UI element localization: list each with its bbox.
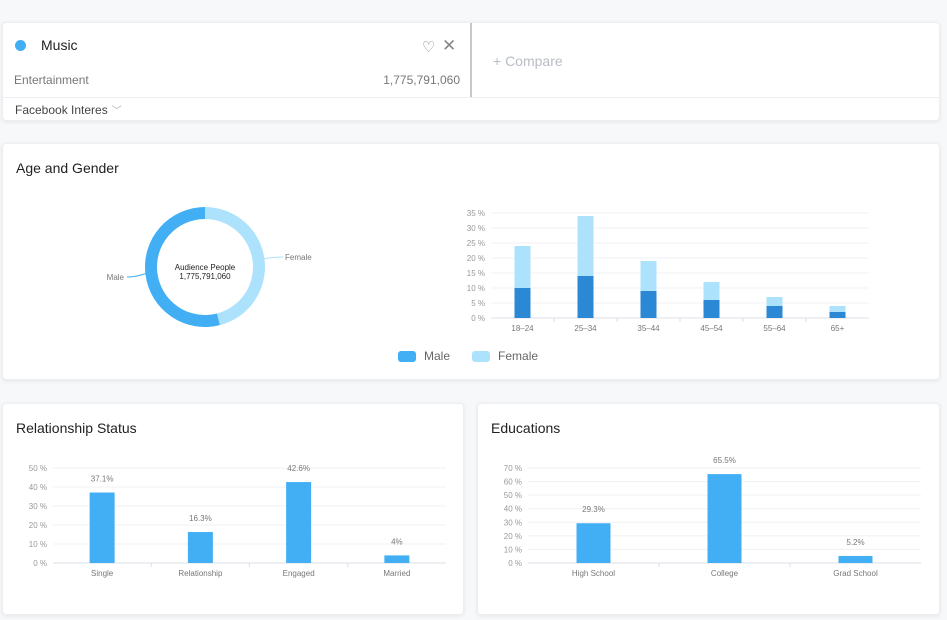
y-tick-label: 5 % — [471, 299, 485, 308]
donut-center-value: 1,775,791,060 — [179, 272, 231, 281]
x-tick-label: 65+ — [831, 324, 845, 333]
card-title: Educations — [491, 420, 561, 436]
legend-label: Female — [498, 349, 539, 363]
data-label: 4% — [391, 537, 403, 546]
x-tick-label: 55–64 — [763, 324, 786, 333]
bar — [286, 482, 312, 563]
legend-male[interactable]: Male — [398, 349, 450, 363]
x-tick-label: Relationship — [178, 569, 223, 578]
x-tick-label: 18–24 — [511, 324, 534, 333]
y-tick-label: 60 % — [504, 478, 522, 487]
y-tick-label: 30 % — [29, 502, 47, 511]
age-bar-chart: 0 % 5 % 10 % 15 % 20 % 25 % 30 % 35 % 18–24 25–34… — [467, 209, 869, 333]
data-label: 37.1% — [91, 475, 114, 484]
y-tick-label: 25 % — [467, 239, 485, 248]
x-tick-label: High School — [572, 569, 615, 578]
bar-female — [577, 216, 594, 276]
interest-category: Entertainment — [14, 73, 89, 87]
y-tick-label: 20 % — [504, 532, 522, 541]
donut-center-title: Audience People — [175, 263, 236, 272]
bar-male — [829, 312, 846, 318]
bar — [707, 474, 742, 563]
legend-female[interactable]: Female — [472, 349, 538, 363]
close-icon[interactable]: ✕ — [442, 36, 457, 55]
education-bar-chart: 0 % 10 % 20 % 30 % 40 % 50 % 60 % 70 % High Scho… — [504, 456, 921, 578]
interest-color-dot — [15, 40, 26, 51]
bar-male — [514, 288, 531, 318]
bar-male — [640, 291, 657, 318]
legend-swatch — [398, 350, 416, 362]
card-title: Age and Gender — [16, 160, 119, 176]
leader-line — [262, 256, 284, 260]
y-tick-label: 0 % — [33, 559, 47, 568]
source-dropdown[interactable]: Facebook Interes ﹀ — [15, 102, 122, 117]
data-label: 16.3% — [189, 514, 212, 523]
y-tick-label: 0 % — [508, 559, 522, 568]
source-label: Facebook Interes — [15, 103, 108, 117]
heart-icon[interactable]: ♡ — [422, 39, 436, 56]
donut-label-male: Male — [107, 273, 125, 282]
x-tick-label: College — [711, 569, 739, 578]
y-tick-label: 0 % — [471, 314, 485, 323]
y-tick-label: 40 % — [504, 505, 522, 514]
bar-female — [640, 261, 657, 291]
donut-slice-female — [205, 207, 266, 326]
chart-legend: Male Female — [398, 349, 538, 363]
age-gender-card: Age and Gender Female Male Audience People… — [2, 143, 940, 380]
x-tick-label: 45–54 — [700, 324, 723, 333]
education-card: Educations 0 % 10 % 20 % 30 % 40 % 50 % 60 % 70… — [477, 403, 940, 615]
y-tick-label: 35 % — [467, 209, 485, 218]
y-tick-label: 70 % — [504, 464, 522, 473]
x-tick-label: 25–34 — [574, 324, 597, 333]
x-tick-label: Grad School — [833, 569, 878, 578]
y-tick-label: 30 % — [504, 518, 522, 527]
bar-male — [766, 306, 783, 318]
audience-count: 1,775,791,060 — [383, 73, 460, 87]
x-tick-label: Married — [383, 569, 410, 578]
donut-slice-male — [145, 207, 220, 327]
interest-card: Music ♡ ✕ Entertainment 1,775,791,060 + … — [2, 22, 940, 121]
y-tick-label: 10 % — [29, 540, 47, 549]
bar-male — [577, 276, 594, 318]
donut-label-female: Female — [285, 253, 312, 262]
legend-swatch — [472, 350, 491, 362]
bar-female — [766, 297, 783, 306]
bar — [89, 492, 115, 563]
y-tick-label: 50 % — [504, 491, 522, 500]
y-tick-label: 50 % — [29, 464, 47, 473]
y-tick-label: 20 % — [467, 254, 485, 263]
data-label: 42.6% — [287, 464, 310, 473]
bar-female — [703, 282, 720, 300]
divider — [470, 23, 472, 97]
divider — [3, 97, 939, 98]
x-tick-label: 35–44 — [637, 324, 660, 333]
compare-button[interactable]: + Compare — [493, 53, 563, 69]
legend-label: Male — [424, 349, 451, 363]
interest-name: Music — [41, 37, 78, 53]
bar-female — [829, 306, 846, 312]
card-title: Relationship Status — [16, 420, 137, 436]
bar — [384, 555, 410, 563]
x-tick-label: Engaged — [283, 569, 315, 578]
bar — [576, 523, 611, 563]
bar — [838, 555, 873, 563]
chevron-down-icon: ﹀ — [111, 106, 122, 117]
relationship-card: Relationship Status 0 % 10 % 20 % 30 % 40 % 5… — [2, 403, 464, 615]
bar-male — [703, 300, 720, 318]
bar-female — [514, 246, 531, 288]
y-tick-label: 20 % — [29, 521, 47, 530]
y-tick-label: 10 % — [467, 284, 485, 293]
leader-line — [126, 272, 148, 278]
y-tick-label: 30 % — [467, 224, 485, 233]
bar — [187, 532, 213, 563]
x-tick-label: Single — [91, 569, 114, 578]
y-tick-label: 40 % — [29, 483, 47, 492]
y-tick-label: 15 % — [467, 269, 485, 278]
data-label: 5.2% — [846, 538, 864, 547]
data-label: 65.5% — [713, 456, 736, 465]
y-tick-label: 10 % — [504, 545, 522, 554]
relationship-bar-chart: 0 % 10 % 20 % 30 % 40 % 50 % Single 37.1% Relati… — [29, 464, 446, 578]
data-label: 29.3% — [582, 505, 605, 514]
